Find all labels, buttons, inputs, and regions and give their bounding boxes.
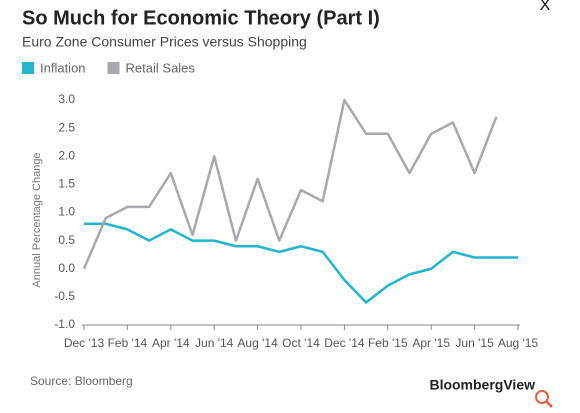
x-tick-label: Dec '13 [64,336,105,350]
legend-swatch [107,62,120,74]
x-tick-label: Apr '15 [412,336,450,350]
y-tick-label: -1.0 [54,317,75,331]
x-tick-label: Oct '14 [282,336,320,350]
close-button[interactable]: X [540,0,551,14]
legend-label: Inflation [40,60,86,75]
zoom-icon[interactable] [535,390,553,408]
y-axis-label: Annual Percentage Change [31,152,43,287]
y-tick-label: 0.0 [58,261,75,275]
y-tick-label: -0.5 [54,289,75,303]
y-tick-label: 1.0 [58,205,75,219]
x-tick-label: Dec '14 [324,336,365,350]
source: Source: Bloomberg [30,374,133,388]
x-tick-label: Jun '14 [195,336,234,350]
x-tick-label: Feb '14 [108,336,148,350]
x-tick-label: Jun '15 [455,336,494,350]
y-tick-label: 2.5 [58,120,75,134]
x-tick-label: Aug '14 [237,336,278,350]
series-line [82,98,498,270]
legend-label: Retail Sales [126,60,196,75]
y-tick-label: 1.5 [58,177,75,191]
chart-subtitle: Euro Zone Consumer Prices versus Shoppin… [22,34,307,50]
x-tick-label: Feb '15 [368,336,408,350]
brand-logo: BloombergView [429,377,535,393]
chart-title: So Much for Economic Theory (Part I) [22,7,380,29]
y-tick-label: 3.0 [58,92,75,106]
x-tick-label: Aug '15 [498,336,539,350]
y-tick-label: 0.5 [58,233,75,247]
x-tick-label: Apr '14 [152,336,190,350]
legend-swatch [22,62,34,74]
series-line [84,222,518,304]
y-tick-label: 2.0 [58,148,75,162]
